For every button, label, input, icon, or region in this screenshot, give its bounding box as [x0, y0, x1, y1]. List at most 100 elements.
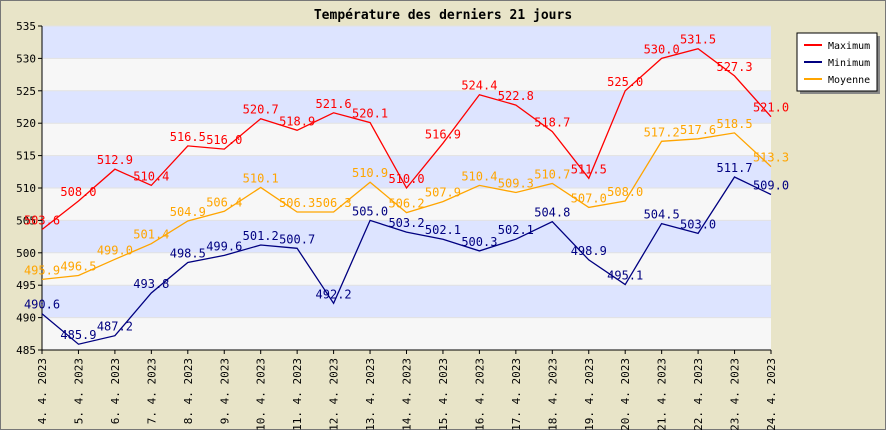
x-tick-label: 7. 4. 2023: [145, 358, 158, 424]
x-tick-label: 18. 4. 2023: [546, 358, 559, 430]
data-label-moyenne: 504.9: [170, 205, 206, 219]
data-label-minimum: 498.5: [170, 247, 206, 261]
series-line-moyenne: [41, 132, 772, 281]
data-label-minimum: 502.1: [425, 223, 461, 237]
data-label-moyenne: 496.5: [60, 259, 96, 273]
data-label-moyenne: 508.0: [607, 185, 643, 199]
x-tick-label: 13. 4. 2023: [364, 358, 377, 430]
data-label-minimum: 490.6: [24, 298, 60, 312]
data-label-moyenne: 517.2: [644, 125, 680, 139]
x-tick-label: 20. 4. 2023: [619, 358, 632, 430]
x-tick-label: 12. 4. 2023: [328, 358, 341, 430]
data-label-minimum: 500.7: [279, 232, 315, 246]
data-label-minimum: 499.6: [206, 239, 242, 253]
data-label-moyenne: 506.4: [206, 195, 242, 209]
data-label-maximum: 531.5: [680, 33, 716, 47]
data-label-minimum: 498.9: [571, 244, 607, 258]
y-tick-label: 495: [16, 279, 36, 292]
data-label-minimum: 509.0: [753, 178, 789, 192]
y-tick-label: 500: [16, 247, 36, 260]
y-tick-label: 535: [16, 20, 36, 33]
data-label-moyenne: 510.7: [534, 167, 570, 181]
series-line-minimum: [41, 176, 772, 345]
grid-band: [42, 26, 771, 59]
x-tick-label: 17. 4. 2023: [510, 358, 523, 430]
data-label-maximum: 511.5: [571, 162, 607, 176]
x-tick-label: 15. 4. 2023: [437, 358, 450, 430]
data-label-moyenne: 495.9: [24, 263, 60, 277]
data-label-moyenne: 507.9: [425, 186, 461, 200]
legend: Maximum Minimum Moyenne: [796, 32, 880, 94]
data-label-minimum: 493.8: [133, 277, 169, 291]
data-label-minimum: 492.2: [316, 287, 352, 301]
data-label-moyenne: 501.4: [133, 228, 169, 242]
x-tick-label: 23. 4. 2023: [729, 358, 742, 430]
x-tick-label: 16. 4. 2023: [473, 358, 486, 430]
data-label-moyenne: 510.9: [352, 166, 388, 180]
x-tick-label: 11. 4. 2023: [291, 358, 304, 430]
chart-title: Température des derniers 21 jours: [314, 8, 572, 23]
y-tick-label: 530: [16, 52, 36, 65]
data-label-moyenne: 518.5: [716, 117, 752, 131]
data-label-moyenne: 507.0: [571, 191, 607, 205]
data-label-moyenne: 506.3: [316, 196, 352, 210]
data-label-minimum: 500.3: [461, 235, 497, 249]
data-label-maximum: 516.5: [170, 130, 206, 144]
data-label-maximum: 520.1: [352, 107, 388, 121]
x-tick-label: 10. 4. 2023: [255, 358, 268, 430]
data-label-maximum: 503.6: [24, 213, 60, 227]
y-tick-label: 505: [16, 214, 36, 227]
data-label-moyenne: 506.3: [279, 196, 315, 210]
series-line-maximum: [41, 47, 772, 231]
x-tick-label: 19. 4. 2023: [583, 358, 596, 430]
data-label-minimum: 504.5: [644, 208, 680, 222]
data-label-maximum: 527.3: [716, 60, 752, 74]
y-tick-label: 510: [16, 182, 36, 195]
legend-label: Minimum: [828, 58, 870, 69]
data-label-minimum: 487.2: [97, 320, 133, 334]
data-label-moyenne: 513.3: [753, 151, 789, 165]
data-label-maximum: 518.7: [534, 116, 570, 130]
x-tick-label: 22. 4. 2023: [692, 358, 705, 430]
data-label-moyenne: 510.4: [461, 169, 497, 183]
data-label-moyenne: 506.2: [388, 197, 424, 211]
data-label-minimum: 503.0: [680, 217, 716, 231]
data-label-maximum: 518.9: [279, 114, 315, 128]
x-tick-label: 14. 4. 2023: [401, 358, 414, 430]
data-label-moyenne: 510.1: [243, 171, 279, 185]
data-label-maximum: 525.0: [607, 75, 643, 89]
data-label-moyenne: 509.3: [498, 177, 534, 191]
y-tick-label: 525: [16, 85, 36, 98]
x-tick-label: 24. 4. 2023: [765, 358, 778, 430]
data-label-maximum: 521.6: [316, 97, 352, 111]
data-label-minimum: 511.7: [716, 161, 752, 175]
data-label-maximum: 530.0: [644, 42, 680, 56]
data-label-minimum: 502.1: [498, 223, 534, 237]
legend-label: Moyenne: [828, 75, 870, 86]
axes: 485 490 495 500 505 510 515 520 525 530 535 4. 4. 2…: [16, 20, 778, 430]
data-label-maximum: 512.9: [97, 153, 133, 167]
x-tick-label: 4. 4. 2023: [36, 358, 49, 424]
x-tick-label: 9. 4. 2023: [218, 358, 231, 424]
data-label-minimum: 503.2: [388, 216, 424, 230]
x-tick-label: 6. 4. 2023: [109, 358, 122, 424]
y-tick-label: 485: [16, 344, 36, 357]
data-label-minimum: 495.1: [607, 269, 643, 283]
series-lines: [41, 47, 772, 345]
x-tick-label: 21. 4. 2023: [656, 358, 669, 430]
x-tick-label: 8. 4. 2023: [182, 358, 195, 424]
data-label-maximum: 521.0: [753, 101, 789, 115]
data-label-maximum: 524.4: [461, 79, 497, 93]
y-tick-label: 490: [16, 312, 36, 325]
data-label-maximum: 508.0: [60, 185, 96, 199]
data-label-minimum: 501.2: [243, 229, 279, 243]
data-label-moyenne: 499.0: [97, 243, 133, 257]
data-label-maximum: 516.9: [425, 127, 461, 141]
data-label-minimum: 505.0: [352, 204, 388, 218]
y-tick-label: 515: [16, 150, 36, 163]
data-label-maximum: 522.8: [498, 89, 534, 103]
data-label-minimum: 504.8: [534, 206, 570, 220]
grid-band: [42, 90, 771, 124]
